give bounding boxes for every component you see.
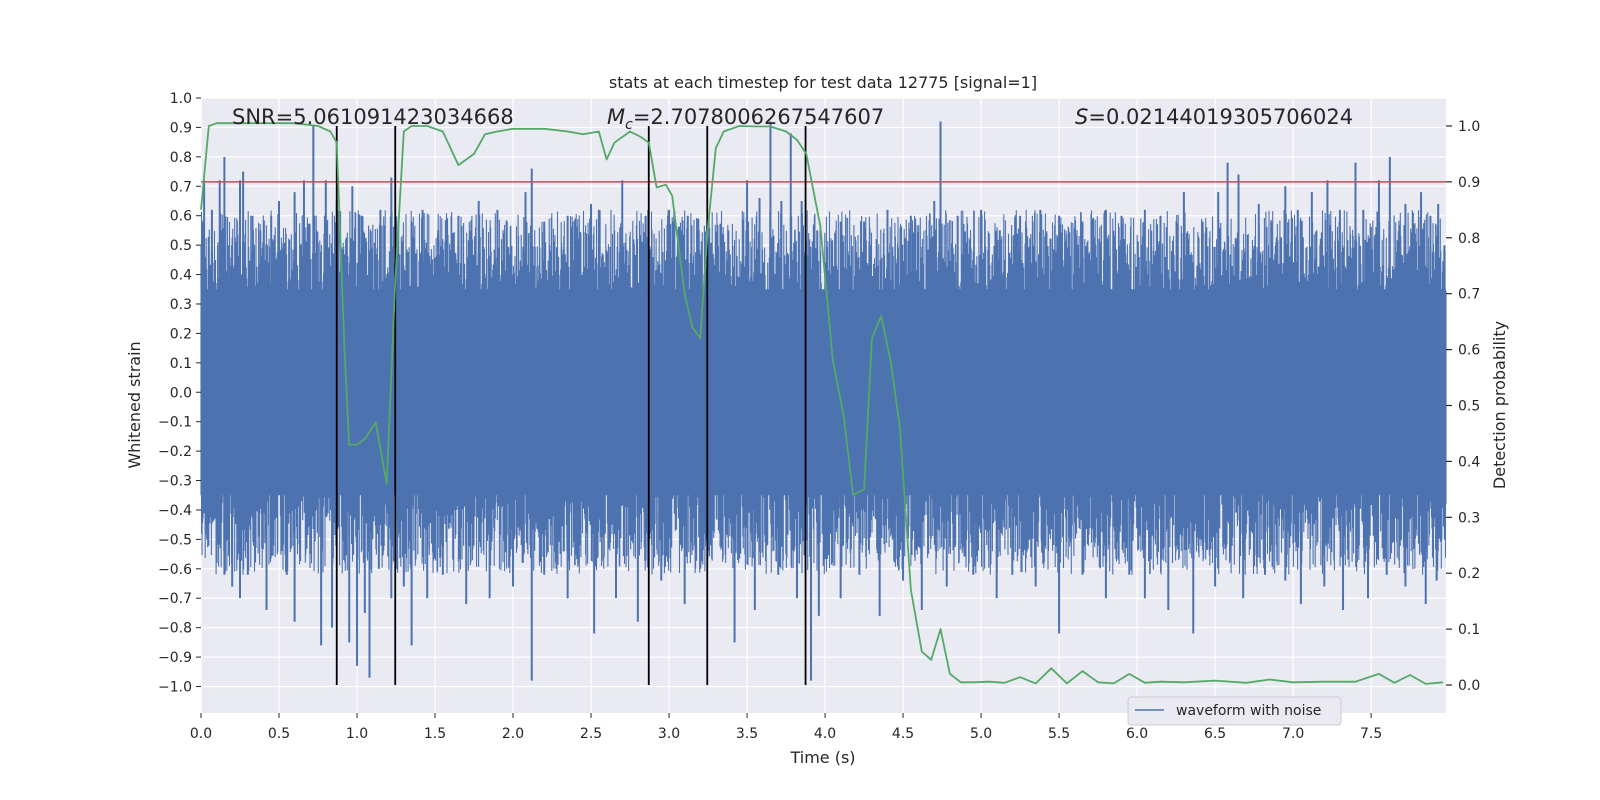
x-tick-label: 4.5 <box>892 726 914 742</box>
legend-label: waveform with noise <box>1176 703 1321 719</box>
y-left-tick-label: 0.3 <box>170 297 192 313</box>
detection-probability-line <box>200 122 1443 685</box>
y-right-tick-label: 0.5 <box>1458 399 1480 415</box>
y-left-tick-label: 0.8 <box>170 150 192 166</box>
s-annotation: S=0.02144019305706024 <box>1075 105 1353 129</box>
y-right-tick-label: 0.0 <box>1458 678 1480 694</box>
y-left-tick-label: 0.9 <box>170 120 192 136</box>
x-tick-label: 6.0 <box>1126 726 1148 742</box>
y-left-tick-label: 0.0 <box>170 385 192 401</box>
event-markers <box>335 125 807 686</box>
x-tick-label: 1.0 <box>346 726 368 742</box>
y-left-tick-label: −0.4 <box>158 503 192 519</box>
legend: waveform with noise <box>1127 696 1342 726</box>
x-tick-label: 3.5 <box>736 726 758 742</box>
chirp-mass-symbol: M <box>607 105 625 129</box>
y-right-tick-label: 0.8 <box>1458 231 1480 247</box>
x-tick-label: 2.0 <box>502 726 524 742</box>
y-axis-right-ticks: 1.0 0.9 0.8 0.7 0.6 0.5 0.4 0.3 0.2 0.1 0.0 <box>1446 119 1480 694</box>
y-right-tick-label: 0.9 <box>1458 175 1480 191</box>
x-tick-label: 7.0 <box>1282 726 1304 742</box>
x-tick-label: 5.0 <box>970 726 992 742</box>
y-left-tick-label: −0.3 <box>158 474 192 490</box>
y-right-tick-label: 0.3 <box>1458 510 1480 526</box>
detection-probability-series <box>200 122 1443 685</box>
y-left-tick-label: −0.1 <box>158 415 192 431</box>
y-left-tick-label: 0.6 <box>170 209 192 225</box>
y-left-tick-label: −0.6 <box>158 562 192 578</box>
y-left-tick-label: 0.1 <box>170 356 192 372</box>
y-axis-right-label: Detection probability <box>1490 321 1509 489</box>
chirp-mass-value: =2.7078006267547607 <box>633 105 884 129</box>
x-tick-label: 4.0 <box>814 726 836 742</box>
y-left-tick-label: −1.0 <box>158 680 192 696</box>
y-axis-left-label: Whitened strain <box>125 341 144 468</box>
y-left-tick-label: −0.5 <box>158 532 192 548</box>
x-tick-label: 6.5 <box>1204 726 1226 742</box>
y-left-tick-label: −0.9 <box>158 650 192 666</box>
snr-annotation: SNR=5.061091423034668 <box>232 105 514 129</box>
chirp-mass-subscript: c <box>625 117 633 133</box>
x-tick-label: 1.5 <box>424 726 446 742</box>
y-left-tick-label: −0.7 <box>158 591 192 607</box>
x-tick-label: 0.0 <box>190 726 212 742</box>
s-value: =0.02144019305706024 <box>1088 105 1353 129</box>
legend-box <box>1127 696 1342 726</box>
waveform-series <box>200 121 1447 681</box>
x-tick-label: 5.5 <box>1048 726 1070 742</box>
y-left-tick-label: 0.7 <box>170 179 192 195</box>
y-right-tick-label: 0.1 <box>1458 622 1480 638</box>
x-tick-label: 0.5 <box>268 726 290 742</box>
x-axis-label: Time (s) <box>789 748 855 767</box>
y-left-tick-label: −0.8 <box>158 621 192 637</box>
y-left-tick-label: 0.4 <box>170 268 192 284</box>
y-right-tick-label: 0.4 <box>1458 454 1480 470</box>
y-right-tick-label: 0.7 <box>1458 287 1480 303</box>
y-left-tick-label: 1.0 <box>170 91 192 107</box>
s-symbol: S <box>1075 105 1088 129</box>
y-right-tick-label: 1.0 <box>1458 119 1480 135</box>
x-tick-label: 3.0 <box>658 726 680 742</box>
y-right-tick-label: 0.2 <box>1458 566 1480 582</box>
y-axis-left-ticks: 1.0 0.9 0.8 0.7 0.6 0.5 0.4 0.3 0.2 0.1 0.0 −0.1 −0.… <box>158 91 201 696</box>
chirp-mass-annotation: Mc=2.7078006267547607 <box>607 105 884 133</box>
y-right-tick-label: 0.6 <box>1458 343 1480 359</box>
y-left-tick-label: −0.2 <box>158 444 192 460</box>
y-left-tick-label: 0.2 <box>170 326 192 342</box>
x-axis-ticks: 0.0 0.5 1.0 1.5 2.0 2.5 3.0 3.5 4.0 4.5 5.0 5.5 6.0 6… <box>190 713 1382 742</box>
chart-title: stats at each timestep for test data 127… <box>609 73 1037 92</box>
y-left-tick-label: 0.5 <box>170 238 192 254</box>
x-tick-label: 2.5 <box>580 726 602 742</box>
x-tick-label: 7.5 <box>1360 726 1382 742</box>
